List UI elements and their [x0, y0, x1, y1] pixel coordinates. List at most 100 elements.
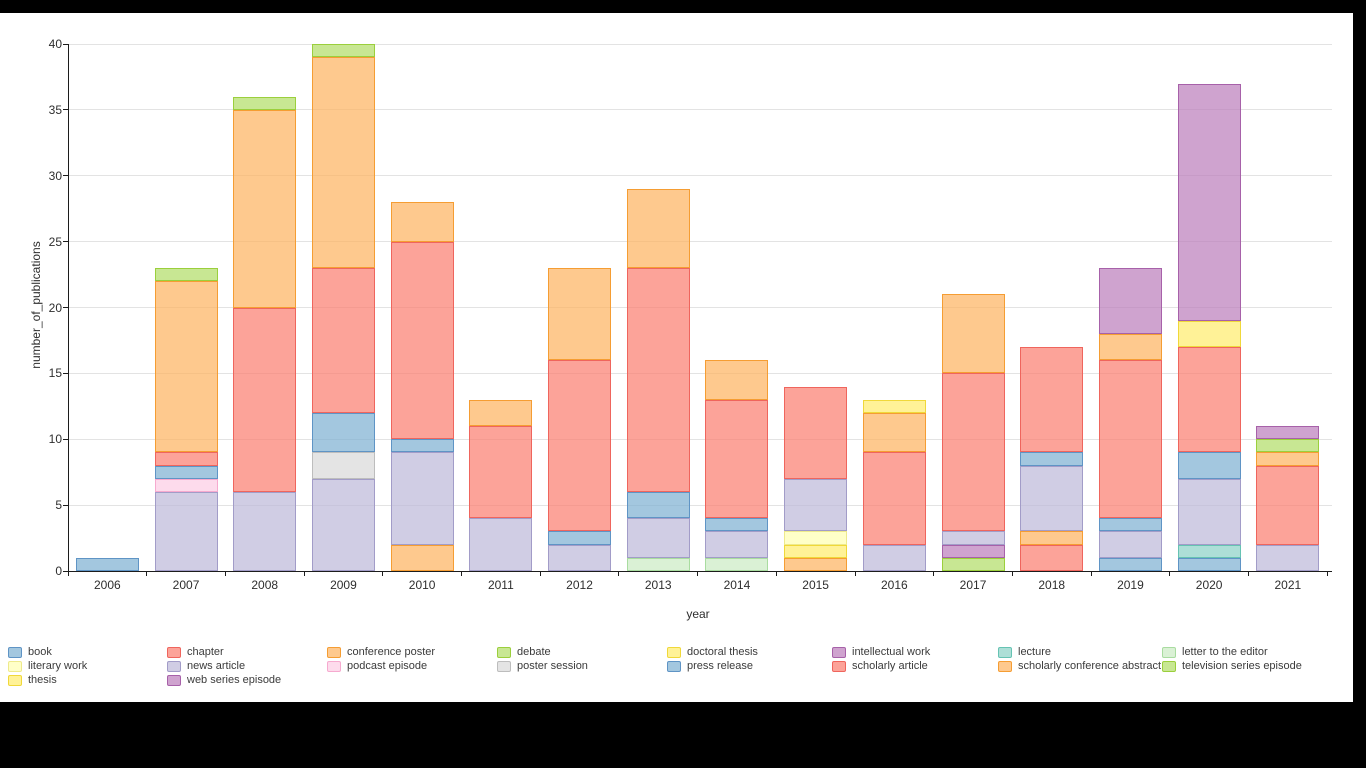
legend-item-television-series-episode: television series episode [1162, 660, 1361, 673]
bar-segment-2017-intellectual-work[interactable] [941, 544, 1005, 558]
legend-swatch-chapter [167, 647, 181, 658]
bar-segment-2007-scholarly-conference-abstract[interactable] [154, 281, 218, 453]
bar-segment-2009-poster-session[interactable] [311, 452, 375, 479]
bar-segment-2017-debate[interactable] [941, 557, 1005, 571]
bar-segment-2016-scholarly-article[interactable] [862, 452, 926, 545]
bar-segment-2018-chapter[interactable] [1020, 544, 1084, 571]
legend-swatch-poster-session [497, 661, 511, 672]
bar-segment-2016-news-article[interactable] [862, 544, 926, 571]
bar-segment-2010-scholarly-article[interactable] [390, 241, 454, 440]
legend-label: debate [517, 646, 551, 658]
bar-segment-2013-letter-to-the-editor[interactable] [626, 557, 690, 571]
legend-label: poster session [517, 660, 588, 672]
bar-segment-2011-scholarly-conference-abstract[interactable] [469, 399, 533, 427]
bar-segment-2010-press-release[interactable] [390, 439, 454, 453]
legend-item-web-series-episode: web series episode [167, 674, 327, 687]
legend-label: letter to the editor [1182, 646, 1268, 658]
bar-segment-2014-scholarly-article[interactable] [705, 399, 769, 519]
bar-segment-2013-scholarly-conference-abstract[interactable] [626, 188, 690, 268]
bar-segment-2020-news-article[interactable] [1177, 478, 1241, 545]
bar-segment-2007-press-release[interactable] [154, 465, 218, 479]
bar-segment-2007-scholarly-article[interactable] [154, 452, 218, 466]
bar-segment-2008-television-series-episode[interactable] [233, 96, 297, 110]
x-axis-tick-label-2014: 2014 [723, 578, 751, 592]
x-axis-tick-label-2012: 2012 [566, 578, 593, 592]
bar-segment-2014-scholarly-conference-abstract[interactable] [705, 360, 769, 400]
bar-segment-2021-web-series-episode[interactable] [1256, 426, 1320, 440]
bar-segment-2017-scholarly-conference-abstract[interactable] [941, 294, 1005, 374]
bar-segment-2021-television-series-episode[interactable] [1256, 439, 1320, 453]
bar-segment-2015-literary-work[interactable] [784, 531, 848, 545]
bar-segment-2019-press-release[interactable] [1098, 518, 1162, 532]
legend-label: scholarly article [852, 660, 928, 672]
bar-segment-2019-scholarly-conference-abstract[interactable] [1098, 333, 1162, 361]
bar-segment-2009-scholarly-article[interactable] [311, 267, 375, 413]
bar-segment-2008-news-article[interactable] [233, 491, 297, 571]
bar-segment-2015-news-article[interactable] [784, 478, 848, 532]
x-axis-tick [775, 571, 777, 576]
legend-item-doctoral-thesis: doctoral thesis [667, 646, 832, 659]
bar-segment-2018-conference-poster[interactable] [1020, 531, 1084, 545]
bar-segment-2006-book[interactable] [75, 557, 139, 571]
bar-segment-2014-news-article[interactable] [705, 531, 769, 558]
bar-segment-2017-news-article[interactable] [941, 531, 1005, 545]
bar-segment-2008-scholarly-conference-abstract[interactable] [233, 109, 297, 308]
bar-segment-2009-news-article[interactable] [311, 478, 375, 571]
legend-label: thesis [28, 674, 57, 686]
bar-segment-2021-scholarly-conference-abstract[interactable] [1256, 452, 1320, 466]
bar-segment-2021-scholarly-article[interactable] [1256, 465, 1320, 545]
bar-segment-2013-news-article[interactable] [626, 518, 690, 558]
bar-segment-2015-scholarly-article[interactable] [784, 386, 848, 479]
bar-segment-2011-scholarly-article[interactable] [469, 426, 533, 519]
bar-segment-2012-news-article[interactable] [548, 544, 612, 571]
bar-segment-2020-web-series-episode[interactable] [1177, 83, 1241, 321]
bar-segment-2012-scholarly-conference-abstract[interactable] [548, 267, 612, 361]
bar-segment-2018-press-release[interactable] [1020, 452, 1084, 466]
legend-swatch-conference-poster [327, 647, 341, 658]
bar-segment-2013-scholarly-article[interactable] [626, 267, 690, 492]
bar-segment-2015-conference-poster[interactable] [784, 557, 848, 571]
bar-segment-2007-news-article[interactable] [154, 491, 218, 571]
bar-segment-2009-scholarly-conference-abstract[interactable] [311, 57, 375, 268]
bar-segment-2019-web-series-episode[interactable] [1098, 267, 1162, 334]
bar-segment-2019-news-article[interactable] [1098, 531, 1162, 558]
bar-segment-2020-scholarly-article[interactable] [1177, 347, 1241, 453]
bar-segment-2013-press-release[interactable] [626, 491, 690, 519]
bar-segment-2007-podcast-episode[interactable] [154, 478, 218, 492]
bar-segment-2008-scholarly-article[interactable] [233, 307, 297, 492]
bar-segment-2009-television-series-episode[interactable] [311, 44, 375, 58]
legend-swatch-intellectual-work [832, 647, 846, 658]
bar-segment-2019-scholarly-article[interactable] [1098, 360, 1162, 519]
bar-segment-2016-thesis[interactable] [862, 399, 926, 413]
bar-segment-2020-press-release[interactable] [1177, 452, 1241, 479]
bar-segment-2018-news-article[interactable] [1020, 465, 1084, 532]
legend-label: conference poster [347, 646, 436, 658]
bar-segment-2010-news-article[interactable] [390, 452, 454, 545]
bar-segment-2012-press-release[interactable] [548, 531, 612, 545]
bar-segment-2009-press-release[interactable] [311, 412, 375, 453]
x-axis-tick-label-2008: 2008 [251, 578, 279, 592]
bar-segment-2018-scholarly-article[interactable] [1020, 347, 1084, 453]
bar-segment-2016-scholarly-conference-abstract[interactable] [862, 412, 926, 453]
bar-segment-2015-doctoral-thesis[interactable] [784, 544, 848, 558]
bar-segment-2010-scholarly-conference-abstract[interactable] [390, 202, 454, 242]
x-axis-tick [854, 571, 856, 576]
bar-segment-2012-scholarly-article[interactable] [548, 360, 612, 532]
bar-segment-2014-letter-to-the-editor[interactable] [705, 557, 769, 571]
bar-segment-2019-book[interactable] [1098, 557, 1162, 571]
bar-segment-2021-news-article[interactable] [1256, 544, 1320, 571]
x-axis-tick [382, 571, 384, 576]
bar-segment-2010-conference-poster[interactable] [390, 544, 454, 571]
gridline-10 [68, 438, 1332, 440]
legend-label: chapter [187, 646, 224, 658]
bar-segment-2020-thesis[interactable] [1177, 320, 1241, 348]
bar-segment-2014-press-release[interactable] [705, 518, 769, 532]
y-axis-tick [63, 570, 68, 572]
bar-segment-2017-scholarly-article[interactable] [941, 373, 1005, 532]
x-axis-tick [461, 571, 462, 576]
bar-segment-2020-lecture[interactable] [1177, 544, 1241, 558]
bar-segment-2011-news-article[interactable] [469, 518, 533, 571]
bar-segment-2007-television-series-episode[interactable] [154, 267, 218, 282]
bar-segment-2020-book[interactable] [1177, 557, 1241, 571]
